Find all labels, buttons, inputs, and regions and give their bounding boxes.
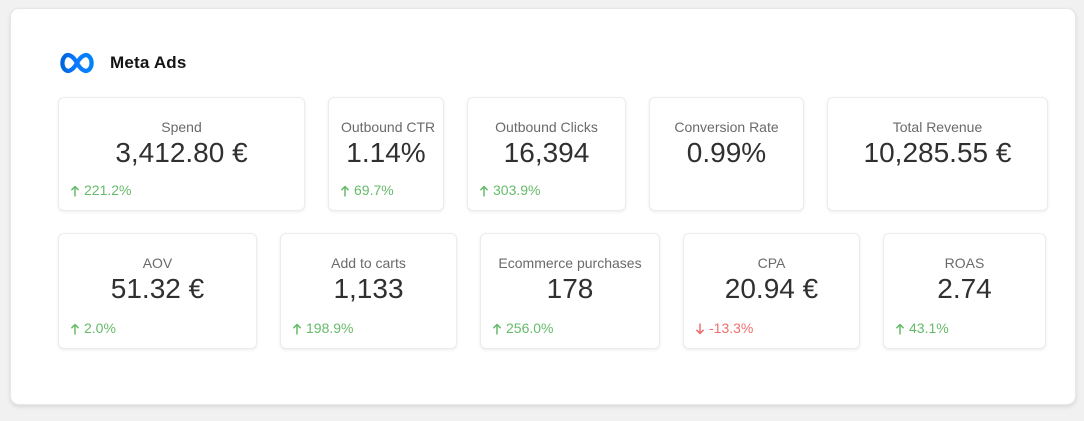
metric-delta: 2.0% xyxy=(71,321,244,336)
metric-label: Outbound Clicks xyxy=(495,119,598,135)
arrow-up-icon xyxy=(341,185,349,197)
metric-label: CPA xyxy=(757,255,786,271)
metric-value: 16,394 xyxy=(503,137,590,168)
metric-card-outbound-clicks: Outbound Clicks 16,394 303.9% xyxy=(467,97,626,211)
metric-delta: 198.9% xyxy=(293,321,444,336)
metric-delta-value: 43.1% xyxy=(909,320,949,336)
arrow-up-icon xyxy=(493,323,501,335)
metric-value: 0.99% xyxy=(686,137,767,168)
metric-card-add-to-carts: Add to carts 1,133 198.9% xyxy=(280,233,457,349)
metric-card-spend: Spend 3,412.80 € 221.2% xyxy=(58,97,305,211)
metric-label: ROAS xyxy=(944,255,985,271)
metrics-row-2: AOV 51.32 € 2.0% Add to carts 1,133 198.… xyxy=(58,233,1075,349)
arrow-up-icon xyxy=(293,323,301,335)
metric-delta-value: 256.0% xyxy=(506,320,554,336)
arrow-up-icon xyxy=(71,323,79,335)
metric-delta-value: -13.3% xyxy=(709,320,754,336)
metric-delta: 303.9% xyxy=(480,183,613,198)
arrow-down-icon xyxy=(696,322,704,334)
metric-label: Add to carts xyxy=(331,255,406,271)
metric-label: Total Revenue xyxy=(892,119,983,135)
meta-ads-widget-panel: Meta Ads Spend 3,412.80 € 221.2% Outboun… xyxy=(10,8,1076,405)
metric-label: Conversion Rate xyxy=(674,119,779,135)
arrow-up-icon xyxy=(896,323,904,335)
metric-delta: 43.1% xyxy=(896,321,1033,336)
meta-logo-icon xyxy=(60,52,94,74)
metric-card-outbound-ctr: Outbound CTR 1.14% 69.7% xyxy=(328,97,444,211)
metric-card-aov: AOV 51.32 € 2.0% xyxy=(58,233,257,349)
metric-card-cpa: CPA 20.94 € -13.3% xyxy=(683,233,860,349)
metric-label: Ecommerce purchases xyxy=(498,255,642,271)
metric-value: 51.32 € xyxy=(110,273,205,304)
metric-value: 1.14% xyxy=(346,137,426,168)
metric-value: 2.74 xyxy=(937,273,992,304)
metric-label: AOV xyxy=(142,255,173,271)
metric-card-roas: ROAS 2.74 43.1% xyxy=(883,233,1046,349)
arrow-up-icon xyxy=(480,185,488,197)
metrics-row-1: Spend 3,412.80 € 221.2% Outbound CTR 1.1… xyxy=(58,97,1075,211)
metric-value: 178 xyxy=(546,273,594,304)
metric-value: 10,285.55 € xyxy=(863,137,1012,168)
metric-delta: -13.3% xyxy=(696,321,847,336)
metric-delta: 221.2% xyxy=(71,183,292,198)
metric-card-total-revenue: Total Revenue 10,285.55 € xyxy=(827,97,1048,211)
metric-label: Spend xyxy=(161,119,202,135)
arrow-up-icon xyxy=(71,185,79,197)
metric-delta-value: 303.9% xyxy=(493,182,541,198)
metric-card-conversion-rate: Conversion Rate 0.99% xyxy=(649,97,804,211)
metric-delta-value: 69.7% xyxy=(354,182,394,198)
metric-label: Outbound CTR xyxy=(341,119,436,135)
metric-delta-value: 221.2% xyxy=(84,182,132,198)
metric-value: 3,412.80 € xyxy=(115,137,248,168)
widget-title: Meta Ads xyxy=(110,53,187,72)
metric-value: 20.94 € xyxy=(724,273,819,304)
metric-card-ecommerce-purchases: Ecommerce purchases 178 256.0% xyxy=(480,233,660,349)
metric-delta-value: 2.0% xyxy=(84,320,116,336)
widget-header: Meta Ads xyxy=(58,49,1075,77)
metric-delta: 69.7% xyxy=(341,183,431,198)
metric-delta: 256.0% xyxy=(493,321,647,336)
metric-delta-value: 198.9% xyxy=(306,320,354,336)
metric-value: 1,133 xyxy=(333,273,404,304)
